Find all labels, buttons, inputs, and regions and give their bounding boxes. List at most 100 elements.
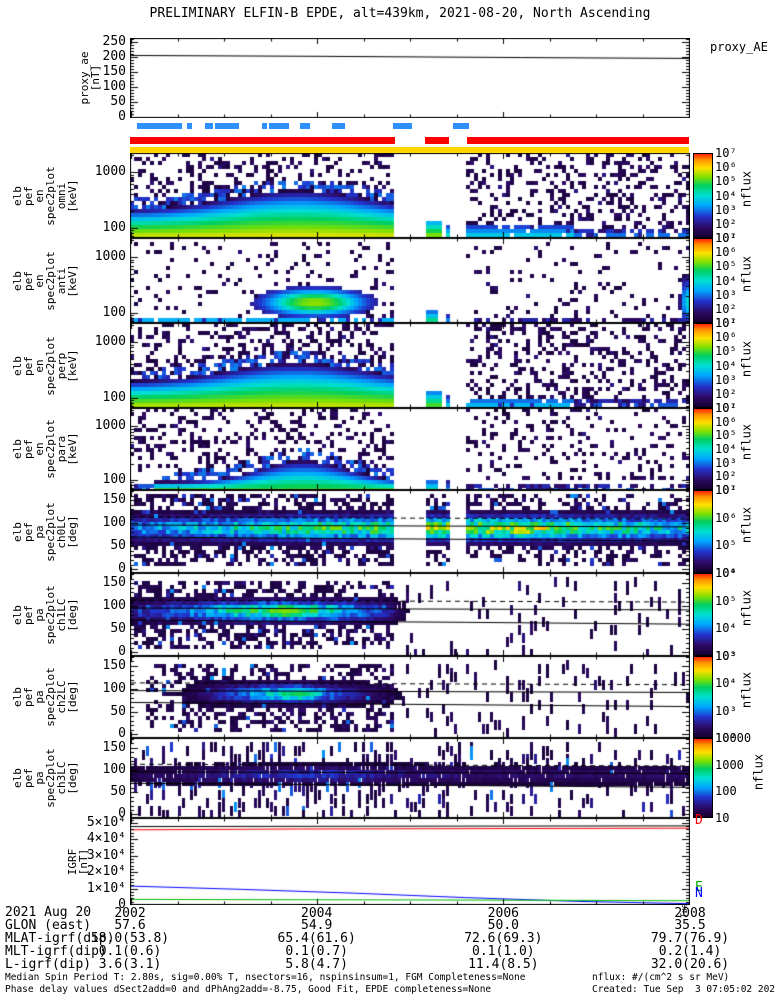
colorbar-tick-label: 10⁴ [715, 188, 737, 203]
y-tick-label-ch2LC: 50 [110, 703, 126, 719]
panel-canvas-omni [130, 153, 690, 238]
panel-canvas-ch0LC [130, 490, 690, 573]
panel-canvas-ch3LC [130, 738, 690, 818]
colorbar-tick-label: 10⁷ [715, 146, 737, 160]
y-tick-label-anti: 1000 [94, 249, 126, 265]
y-tick-label-igrf: 0 [118, 897, 126, 912]
y-tick-label-proxy_ae: 0 [118, 108, 126, 124]
colorbar-anti [693, 238, 713, 323]
colorbar-tick-label: 10⁵ [715, 174, 737, 189]
colorbar-tick-label: 10⁴ [715, 358, 737, 373]
footer-phase-delay: Phase delay values dSect2add=0 and dPhAn… [5, 984, 492, 995]
panel-canvas-igrf [130, 818, 690, 905]
x-tick-label: 2004 [301, 906, 333, 921]
colorbar-ch2LC [693, 656, 713, 738]
x-tick-label: 2008 [674, 906, 706, 921]
colorbar-tick-label: 10⁵ [715, 428, 737, 443]
y-tick-label-igrf: 5×10⁴ [86, 814, 126, 830]
y-axis-label-ch0LC: elb pef pa spec2plot ch0LC [deg] [11, 501, 79, 562]
colorbar-tick-label: 10⁷ [715, 231, 737, 245]
colorbar-tick-label: 10³ [715, 703, 737, 718]
y-tick-label-para: 100 [102, 471, 126, 487]
science-zone-bar-segment [262, 123, 268, 129]
y-tick-label-para: 1000 [94, 418, 126, 434]
colorbar-tick-label: 10⁶ [715, 330, 737, 345]
y-tick-label-perp: 1000 [94, 334, 126, 350]
completeness-bar-segment [130, 147, 689, 153]
colorbar-tick-label: 10⁷ [715, 483, 737, 497]
ephemeris-row-label: GLON (east) [5, 918, 92, 933]
colorbar-tick-label: 10⁶ [715, 566, 737, 580]
ephemeris-value: 0.2(1.4) [658, 944, 722, 959]
colorbar-tick-label: 10³ [715, 455, 737, 470]
colorbar-title-nflux: nflux [739, 424, 754, 461]
colorbar-para [693, 408, 713, 490]
y-axis-label-ch2LC: elb pef pa spec2plot ch2LC [deg] [11, 667, 79, 727]
science-zone-bar-segment [215, 123, 240, 129]
colorbar-tick-label: 10⁵ [715, 259, 737, 274]
ephemeris-row-label: L-igrf(dip) [5, 957, 92, 972]
epd-availability-bar-segment [467, 137, 689, 144]
footer-created-timestamp: Created: Tue Sep 3 07:05:02 2024 [592, 984, 775, 995]
colorbar-title-nflux: nflux [739, 506, 754, 543]
colorbar-tick-label: 10⁶ [715, 414, 737, 429]
y-tick-label-anti: 100 [102, 304, 126, 320]
y-tick-label-ch1LC: 50 [110, 621, 126, 637]
y-tick-label-ch2LC: 100 [102, 680, 126, 696]
proxy-ae-right-label: proxy_AE [710, 40, 768, 54]
y-tick-label-ch0LC: 0 [118, 561, 126, 577]
science-zone-bar-segment [268, 123, 290, 129]
y-tick-label-omni: 100 [102, 219, 126, 235]
colorbar-tick-label: 10⁴ [715, 442, 737, 456]
colorbar-omni [693, 153, 713, 238]
footer-spin-period: Median Spin Period T: 2.80s, sig=0.00% T… [5, 972, 526, 983]
ephemeris-value: 11.4(8.5) [468, 957, 539, 972]
panel-canvas-para [130, 408, 690, 490]
ephemeris-value: 57.6 [114, 918, 146, 933]
plot-title: PRELIMINARY ELFIN-B EPDE, alt=439km, 202… [149, 6, 651, 21]
igrf-line-label-E: E [695, 879, 703, 895]
ephemeris-value: 58.0(53.8) [90, 931, 170, 946]
y-tick-label-ch0LC: 50 [110, 538, 126, 554]
y-tick-label-perp: 100 [102, 389, 126, 405]
colorbar-tick-label: 10² [715, 301, 737, 316]
ephemeris-value: 50.0 [487, 918, 519, 933]
y-tick-label-igrf: 3×10⁴ [86, 847, 126, 863]
y-tick-label-ch3LC: 100 [102, 762, 126, 777]
colorbar-tick-label: 10¹ [715, 231, 737, 245]
x-tick-label: 2002 [114, 906, 146, 921]
panel-canvas-proxy_ae [130, 38, 690, 118]
colorbar-tick-label: 10³ [715, 649, 737, 663]
colorbar-tick-label: 10¹ [715, 316, 737, 330]
y-tick-label-proxy_ae: 150 [102, 64, 126, 80]
colorbar-tick-label: 10³ [715, 372, 737, 387]
science-zone-bar-segment [393, 123, 413, 129]
y-axis-label-ch3LC: elb pef pa spec2plot ch3LC [deg] [11, 748, 79, 808]
science-zone-bar-segment [453, 123, 469, 129]
ephemeris-row-label: MLT-igrf(dip) [5, 944, 107, 959]
x-tick-label: 2006 [487, 906, 519, 921]
colorbar-tick-label: 10⁴ [715, 676, 737, 691]
science-zone-bar-segment [205, 123, 213, 129]
ephemeris-value: 3.6(3.1) [98, 957, 162, 972]
panel-canvas-ch1LC [130, 573, 690, 656]
colorbar-tick-label: 100 [715, 784, 737, 799]
y-tick-label-proxy_ae: 250 [102, 34, 126, 50]
y-tick-label-ch3LC: 0 [118, 806, 126, 822]
panel-canvas-perp [130, 323, 690, 408]
colorbar-title-nflux: nflux [739, 589, 754, 626]
ephemeris-value: 0.1(1.0) [472, 944, 535, 959]
y-tick-label-omni: 1000 [94, 164, 126, 180]
colorbar-tick-label: 10² [715, 216, 737, 231]
panel-canvas-ch2LC [130, 656, 690, 738]
colorbar-tick-label: 10³ [715, 287, 737, 302]
y-tick-label-igrf: 1×10⁴ [86, 880, 126, 896]
colorbar-ch3LC [693, 738, 713, 818]
y-tick-label-proxy_ae: 50 [110, 93, 126, 109]
y-tick-label-igrf: 2×10⁴ [86, 864, 126, 880]
ephemeris-value: 54.9 [301, 918, 333, 933]
y-tick-label-ch0LC: 150 [102, 492, 126, 508]
colorbar-tick-label: 10² [715, 386, 737, 401]
ephemeris-value: 0.1(0.6) [98, 944, 162, 959]
